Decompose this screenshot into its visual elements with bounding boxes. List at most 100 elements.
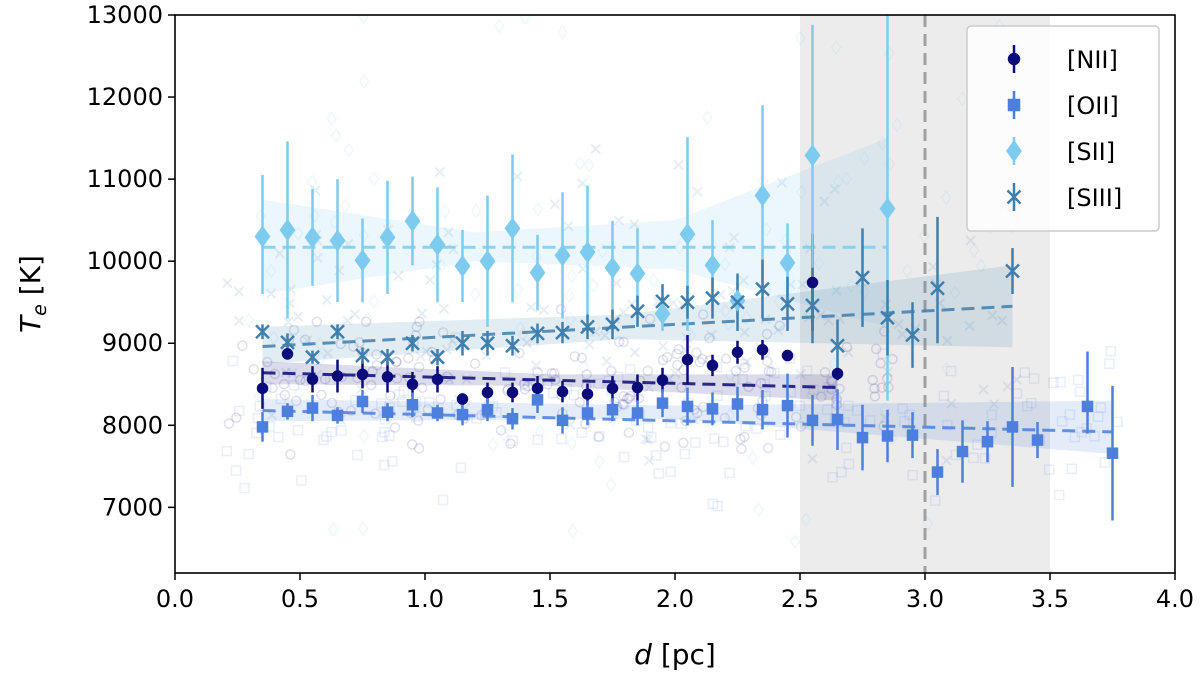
background-point-sii [469, 286, 481, 303]
background-point-nii [291, 395, 302, 407]
point-oii [506, 412, 519, 425]
y-tick-label: 13000 [87, 1, 163, 29]
point-sii [779, 251, 796, 274]
point-siii [555, 325, 570, 340]
background-point-siii [644, 455, 655, 466]
background-point-oii [938, 390, 950, 402]
background-point-sii [362, 311, 373, 327]
background-point-siii [643, 382, 655, 393]
background-point-siii [577, 263, 589, 275]
point-siii [530, 326, 545, 341]
background-point-siii [349, 309, 361, 320]
background-point-sii [343, 142, 355, 158]
point-nii [406, 378, 419, 391]
y-tick-label: 11000 [87, 165, 163, 193]
x-tick-label: 1.5 [531, 585, 569, 613]
background-point-sii [292, 225, 304, 242]
background-point-siii [680, 345, 692, 356]
background-point-siii [831, 285, 842, 296]
background-point-siii [512, 171, 523, 182]
point-sii [279, 218, 296, 242]
background-point-nii [413, 443, 425, 454]
y-tick-label: 9000 [102, 329, 163, 357]
background-point-nii [661, 351, 673, 363]
background-point-nii [625, 390, 636, 402]
background-point-nii [879, 326, 890, 337]
background-point-nii [736, 443, 747, 455]
background-point-nii [416, 382, 428, 394]
background-point-oii [326, 426, 337, 438]
background-point-nii [766, 366, 777, 378]
x-axis-variable: d [634, 638, 652, 671]
background-point-nii [618, 336, 629, 348]
background-point-oii [393, 389, 405, 400]
point-sii [579, 241, 596, 264]
background-point-nii [618, 390, 629, 402]
background-point-siii [670, 368, 681, 379]
background-point-nii [581, 369, 592, 380]
background-point-siii [629, 347, 640, 358]
background-point-sii [674, 239, 685, 255]
background-point-sii [268, 330, 280, 346]
background-point-siii [978, 384, 989, 395]
background-point-nii [514, 347, 525, 359]
background-point-oii [1048, 377, 1059, 389]
background-point-oii [398, 385, 409, 397]
background-point-sii [368, 293, 380, 310]
background-point-nii [335, 338, 347, 350]
background-point-nii [676, 382, 687, 393]
background-point-oii [843, 400, 854, 412]
background-point-siii [657, 340, 669, 352]
background-point-nii [678, 437, 689, 449]
x-tick-label: 1.0 [406, 585, 444, 613]
background-point-oii [618, 451, 630, 463]
background-point-siii [897, 329, 908, 340]
point-siii [755, 281, 770, 297]
background-point-oii [318, 434, 329, 446]
background-point-siii [434, 166, 446, 178]
background-point-siii [692, 186, 703, 198]
background-point-sii [922, 515, 934, 532]
background-point-siii [807, 453, 818, 464]
point-nii [356, 368, 369, 381]
y-tick-label: 10000 [87, 247, 163, 275]
background-point-sii [498, 426, 509, 443]
background-point-nii [248, 364, 260, 375]
background-point-nii [763, 365, 775, 377]
legend-frame [966, 25, 1160, 232]
point-sii [554, 244, 571, 267]
background-point-siii [283, 316, 294, 328]
background-point-sii [840, 171, 852, 187]
background-point-sii [566, 435, 578, 451]
background-point-siii [819, 196, 830, 207]
background-point-siii [292, 311, 304, 322]
background-point-nii [237, 340, 248, 351]
background-point-nii [505, 438, 516, 449]
background-point-nii [549, 368, 560, 379]
background-point-sii [800, 511, 812, 528]
background-point-sii [956, 91, 968, 107]
point-siii [355, 348, 370, 363]
background-point-sii [265, 263, 277, 279]
background-point-siii [355, 383, 367, 395]
background-point-siii [706, 329, 717, 341]
background-point-siii [643, 434, 654, 445]
legend-marker-nii [1007, 52, 1021, 66]
x-tick-label: 4.0 [1156, 585, 1194, 613]
background-point-nii [743, 381, 754, 393]
background-point-nii [671, 348, 683, 360]
legend-marker-oii [1007, 98, 1021, 112]
background-point-nii [692, 407, 703, 419]
background-point-nii [739, 362, 750, 373]
point-sii [654, 302, 671, 325]
background-point-nii [730, 365, 742, 377]
background-point-oii [1095, 402, 1107, 413]
background-point-oii [1026, 397, 1037, 409]
background-point-nii [278, 378, 290, 390]
point-oii [581, 407, 594, 419]
background-point-sii [918, 228, 930, 244]
background-point-siii [795, 368, 806, 380]
point-sii [254, 225, 271, 248]
background-point-siii [274, 248, 285, 259]
background-point-nii [623, 393, 635, 404]
